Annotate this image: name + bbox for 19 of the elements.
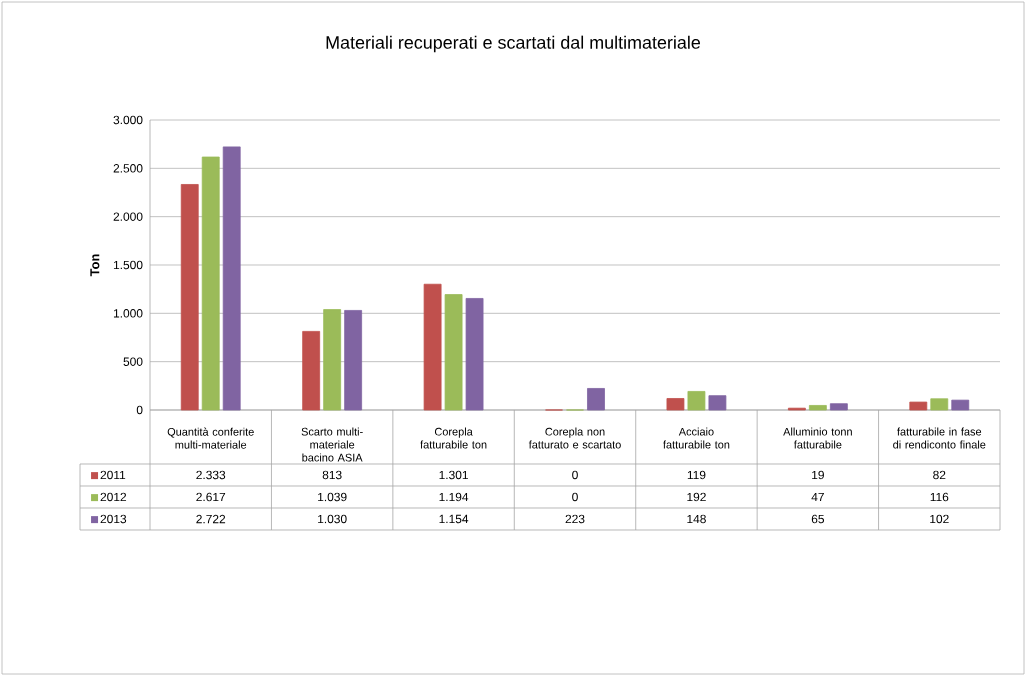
bar (323, 309, 342, 411)
chart-title: Materiali recuperati e scartati dal multimateriale (326, 35, 701, 53)
bar (909, 401, 928, 411)
bar (808, 405, 827, 411)
bar (201, 156, 220, 411)
bar (587, 388, 605, 411)
bar (302, 331, 321, 411)
bar (666, 398, 685, 411)
bar (180, 184, 199, 411)
bar (708, 395, 727, 411)
bar (687, 391, 706, 411)
bar (930, 398, 949, 411)
bar (465, 298, 484, 411)
bar (444, 294, 463, 411)
bar (344, 310, 363, 411)
bar (951, 399, 970, 411)
bar (829, 403, 848, 411)
bar (423, 283, 442, 411)
bar (222, 146, 241, 411)
